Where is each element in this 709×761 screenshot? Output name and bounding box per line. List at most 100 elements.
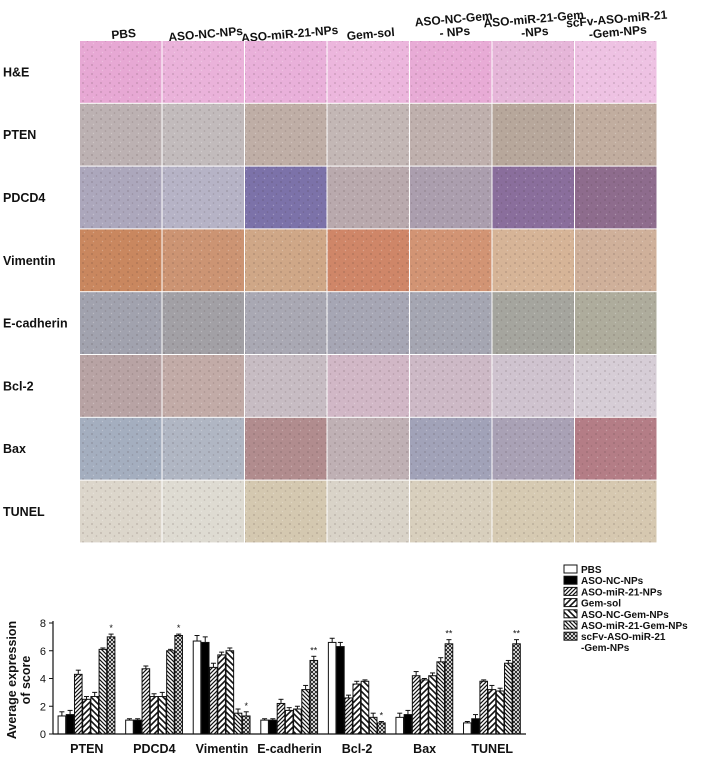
legend-entry: ASO-miR-21-Gem-NPs [563, 620, 688, 632]
bar [301, 689, 310, 735]
bar [411, 675, 421, 735]
row-label: Bax [3, 442, 26, 456]
histology-tile [492, 480, 574, 543]
bar [428, 675, 437, 735]
y-tick-label: 0 [40, 729, 46, 741]
histology-tile [575, 229, 657, 292]
row-label: TUNEL [3, 505, 45, 519]
bar [463, 722, 472, 735]
histology-tile [162, 229, 244, 292]
bar [471, 718, 480, 735]
significance-mark: ** [513, 629, 521, 639]
histology-tile [410, 229, 492, 292]
y-tick-label: 6 [40, 646, 46, 658]
x-axis: PTEN PDCD4 Vimentin E-cadherin Bcl-2 Bax TUNEL [53, 733, 526, 756]
histology-tile [492, 103, 574, 166]
column-label: ASO-NC-NPs [168, 24, 244, 44]
histology-tile [575, 355, 657, 417]
column-label: PBS [111, 26, 137, 42]
legend-swatch [563, 620, 578, 630]
bar [149, 696, 159, 735]
significance-mark: ** [310, 645, 318, 655]
histology-tile [327, 103, 409, 166]
row-label: Bcl-2 [3, 379, 34, 393]
y-axis: 0 2 4 6 8 [40, 618, 54, 741]
legend-swatch [563, 609, 578, 619]
histology-tile [80, 166, 162, 229]
bar [82, 698, 91, 735]
histology-tile [80, 103, 162, 166]
category-label: E-cadherin [257, 742, 322, 756]
histology-tile [162, 480, 244, 543]
histology-tile [245, 229, 327, 292]
bar [73, 673, 83, 735]
bar [309, 659, 319, 735]
histology-tile [327, 166, 409, 229]
histology-tile [575, 103, 657, 166]
legend-entry: ASO-NC-NPs [563, 575, 644, 587]
legend-entry: scFv-ASO-miR-21 -Gem-NPs [563, 631, 666, 654]
histology-tile [162, 103, 244, 166]
bar [225, 650, 235, 735]
legend: PBSASO-NC-NPsASO-miR-21-NPsGem-solASO-NC… [563, 564, 688, 654]
histology-tile [245, 480, 327, 543]
bar [200, 641, 210, 735]
histology-tile [80, 480, 162, 543]
histology-tile [575, 166, 657, 229]
bar [174, 634, 183, 735]
histology-tile [162, 417, 244, 480]
histology-tile [80, 355, 162, 417]
bar [233, 712, 243, 735]
bar [487, 689, 497, 735]
legend-label: ASO-miR-21-NPs [581, 587, 663, 598]
row-label: E-cadherin [3, 317, 68, 331]
legend-label: PBS [581, 565, 602, 576]
bar [57, 715, 67, 735]
significance-mark: * [244, 701, 248, 711]
histology-tile [410, 166, 492, 229]
histology-tile [410, 103, 492, 166]
bar [420, 679, 429, 735]
histology-tile [575, 417, 657, 480]
y-tick-label: 2 [40, 701, 46, 713]
histology-tile [80, 417, 162, 480]
bar [284, 709, 294, 735]
histology-tile [327, 480, 409, 543]
histology-grid [80, 41, 657, 543]
histology-tile [492, 355, 574, 417]
category-label: Bcl-2 [342, 742, 373, 756]
column-label: ASO-NC-Gem- NPs [414, 9, 494, 43]
histology-tile [327, 41, 409, 103]
bar [268, 719, 278, 735]
histology-tile [162, 355, 244, 417]
legend-label: Gem-sol [581, 599, 621, 610]
histology-tile [80, 292, 162, 354]
legend-entry: Gem-sol [563, 598, 621, 610]
bar [217, 654, 226, 735]
category-label: Bax [413, 742, 436, 756]
legend-label: ASO-NC-NPs [581, 576, 644, 587]
histology-tile [162, 166, 244, 229]
histology-tile [492, 166, 574, 229]
bar [444, 643, 454, 735]
bar [395, 716, 405, 735]
significance-mark: * [109, 623, 113, 633]
histology-tile [327, 417, 409, 480]
bar [495, 690, 505, 735]
bars [57, 633, 521, 735]
y-tick-label: 4 [40, 674, 46, 686]
histology-tile [410, 355, 492, 417]
bar [377, 722, 386, 735]
histology-tile [492, 41, 574, 103]
histology-tile [410, 292, 492, 354]
histology-tile [245, 417, 327, 480]
histology-tile [245, 292, 327, 354]
bar [352, 683, 362, 735]
bar [327, 641, 337, 735]
histology-tile [80, 41, 162, 103]
bar [98, 648, 108, 735]
row-label: Vimentin [3, 254, 56, 268]
category-label: Vimentin [196, 742, 249, 756]
histology-tile [80, 229, 162, 292]
